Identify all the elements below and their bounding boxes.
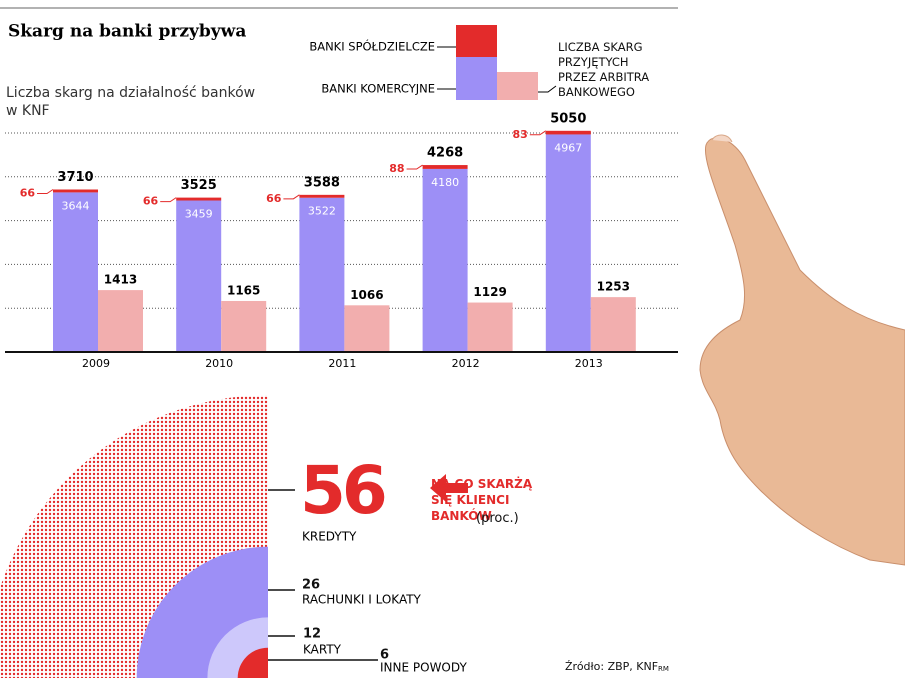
legend-leader — [538, 85, 557, 93]
author: RM — [658, 665, 669, 673]
category-label: KARTY — [303, 643, 342, 657]
value-label: 6 — [380, 648, 389, 663]
bar — [53, 192, 98, 352]
value-label: 12 — [303, 627, 321, 642]
legend-swatch — [497, 72, 538, 100]
sector — [237, 647, 268, 678]
value-label: 3644 — [62, 199, 90, 212]
value-label: 4180 — [431, 176, 459, 189]
value-label: 66 — [266, 192, 282, 205]
title: Skarg na banki przybywa — [8, 22, 246, 42]
radial-title: NA CO SKARŻĄ SIĘ KLIENCI BANKÓW — [431, 477, 533, 523]
legend-swatch — [456, 57, 497, 100]
bar — [176, 200, 222, 352]
arrow — [430, 474, 468, 502]
total-label: 3710 — [57, 170, 93, 185]
hand — [699, 134, 905, 566]
value-label: 66 — [20, 187, 36, 200]
total-label: 3525 — [181, 178, 217, 193]
bar — [467, 302, 513, 352]
value-label: 66 — [143, 195, 159, 208]
x-tick-label: 2011 — [328, 357, 356, 370]
value-label: 1129 — [473, 285, 506, 299]
category-label: KREDYTY — [302, 530, 357, 544]
radial-unit: (proc.) — [476, 511, 519, 526]
x-tick-label: 2013 — [575, 357, 603, 370]
source: Źródło: ZBP, KNF — [565, 660, 659, 673]
total-label: 5050 — [550, 111, 586, 126]
bar — [221, 300, 267, 352]
value-label: 1165 — [227, 283, 260, 297]
value-label: 1253 — [597, 280, 630, 294]
bar — [422, 168, 468, 352]
value-label: 4967 — [554, 141, 582, 154]
value-label: 1413 — [104, 273, 137, 287]
bar — [176, 197, 222, 201]
bar — [422, 165, 468, 169]
bar — [545, 134, 591, 352]
total-label: 4268 — [427, 146, 463, 161]
value-leader — [283, 194, 300, 200]
bar — [98, 290, 143, 352]
x-tick-label: 2010 — [205, 357, 233, 370]
value-label: 3522 — [308, 205, 336, 218]
value-label: 1066 — [350, 288, 383, 302]
legend-label: LICZBA SKARG PRZYJĘTYCH PRZEZ ARBITRA BA… — [558, 40, 650, 99]
subtitle: Liczba skarg na działalność banków w KNF — [6, 85, 256, 119]
value-label: 26 — [302, 578, 320, 593]
x-tick-label: 2012 — [452, 357, 480, 370]
value-leader — [37, 189, 54, 195]
legend-label: BANKI KOMERCYJNE — [321, 82, 435, 96]
total-label: 3588 — [304, 175, 340, 190]
bar — [344, 305, 390, 352]
category-label: INNE POWODY — [380, 661, 467, 675]
bar — [545, 130, 591, 135]
value-leader — [160, 197, 177, 203]
value-label: 56 — [300, 452, 385, 529]
value-label: 3459 — [185, 207, 213, 220]
value-label: 83 — [512, 128, 527, 141]
value-leader — [529, 130, 547, 136]
bar — [299, 197, 345, 352]
legend-label: BANKI SPÓŁDZIELCZE — [309, 39, 435, 54]
bar — [53, 189, 98, 193]
category-label: RACHUNKI I LOKATY — [302, 593, 422, 607]
legend-swatch — [456, 25, 497, 57]
bar — [299, 194, 345, 198]
value-leader — [406, 164, 423, 170]
bar — [590, 297, 636, 352]
x-tick-label: 2009 — [82, 357, 110, 370]
value-label: 88 — [389, 162, 404, 175]
